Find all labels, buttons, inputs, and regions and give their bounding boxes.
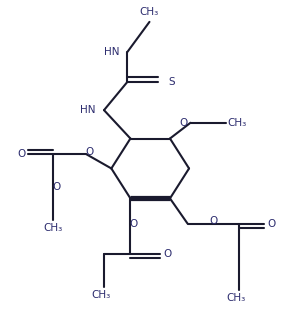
Text: CH₃: CH₃ (228, 118, 247, 128)
Text: CH₃: CH₃ (43, 223, 62, 233)
Text: O: O (179, 118, 187, 128)
Text: O: O (86, 147, 94, 157)
Text: O: O (130, 218, 138, 229)
Text: O: O (210, 216, 218, 226)
Text: O: O (17, 149, 25, 159)
Text: O: O (163, 249, 171, 259)
Text: CH₃: CH₃ (91, 290, 111, 300)
Text: O: O (267, 218, 275, 229)
Text: S: S (168, 77, 175, 87)
Text: CH₃: CH₃ (140, 7, 159, 17)
Text: HN: HN (80, 105, 96, 115)
Text: CH₃: CH₃ (226, 293, 246, 303)
Text: HN: HN (104, 47, 119, 57)
Text: O: O (52, 182, 60, 192)
